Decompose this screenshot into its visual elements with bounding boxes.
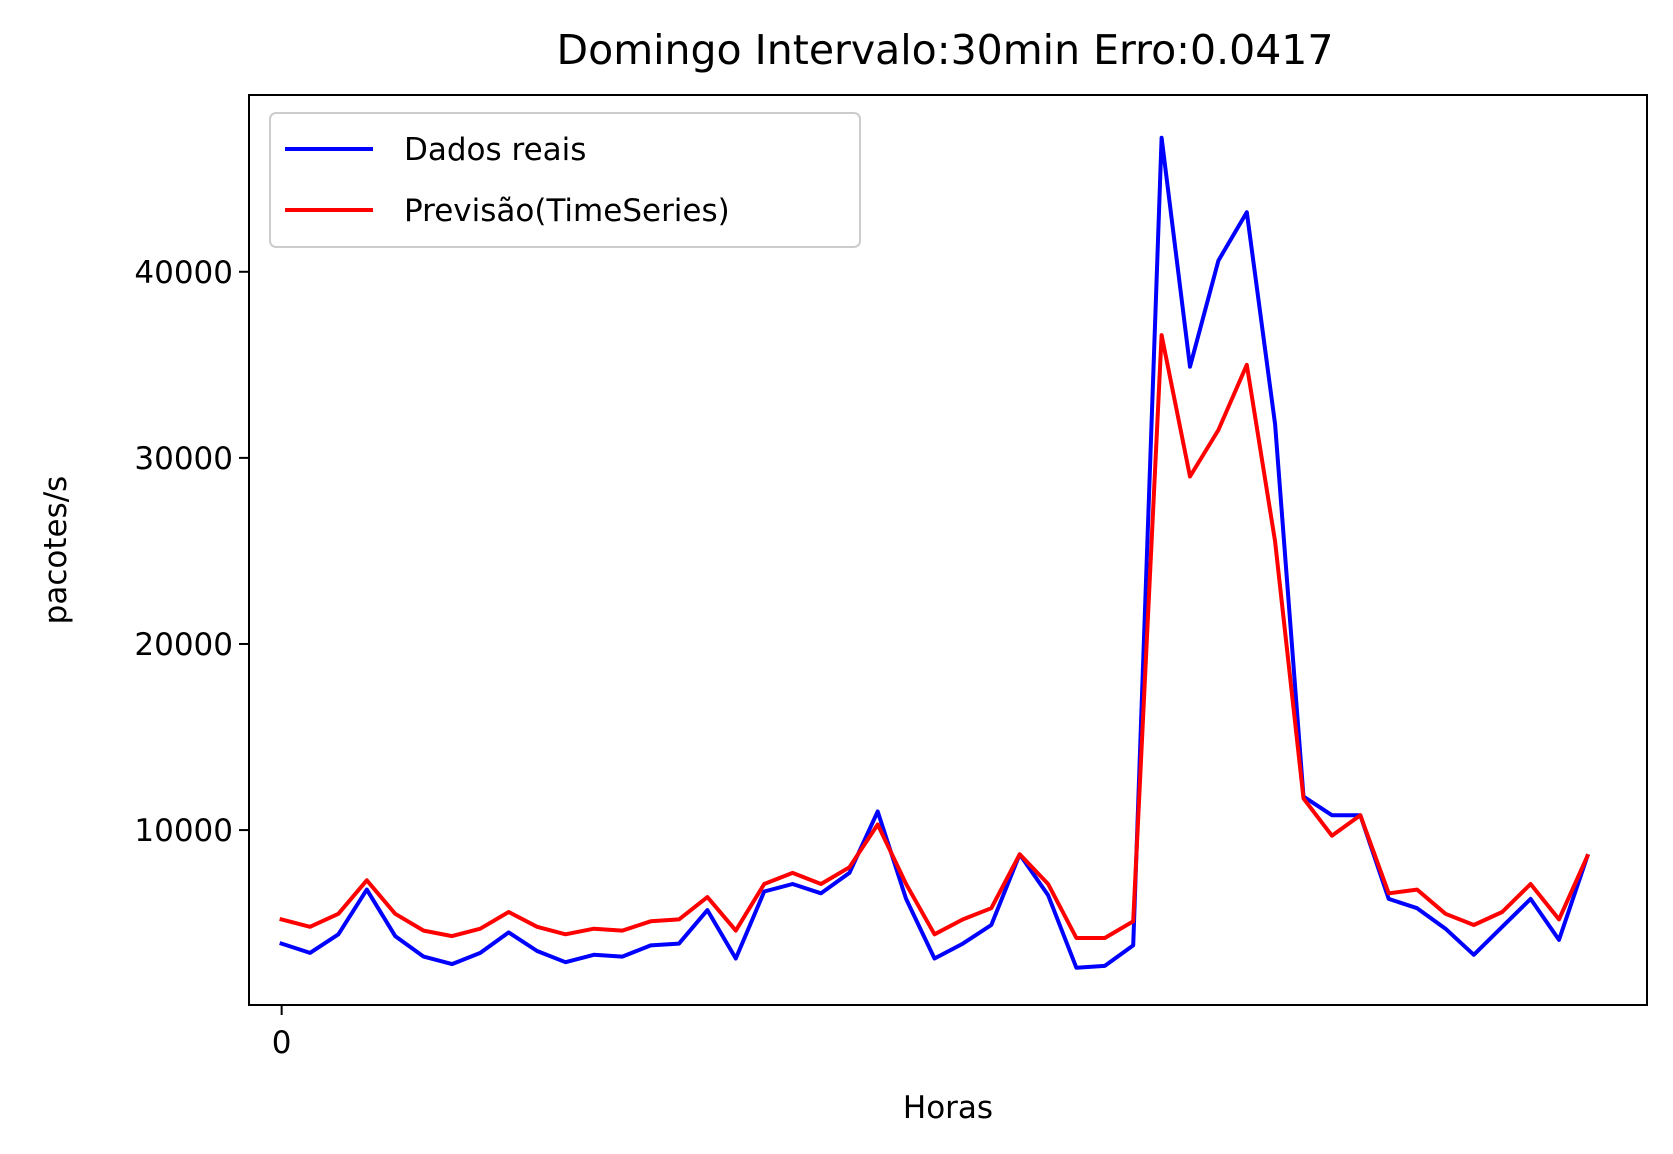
- x-axis-label: Horas: [903, 1090, 993, 1126]
- y-tick-label: 20000: [134, 627, 233, 663]
- y-tick-label: 10000: [134, 813, 233, 849]
- legend: Dados reais Previsão(TimeSeries): [269, 112, 861, 248]
- y-axis: 10000 20000 30000 40000: [134, 255, 249, 849]
- chart-title: Domingo Intervalo:30min Erro:0.0417: [557, 26, 1334, 74]
- series-line-1: [279, 333, 1591, 940]
- y-axis-label: pacotes/s: [38, 476, 74, 625]
- plot-lines: [279, 135, 1591, 970]
- legend-label-dados-reais: Dados reais: [404, 132, 586, 168]
- legend-box: [269, 112, 861, 248]
- y-tick-label: 30000: [134, 441, 233, 477]
- y-tick-label: 40000: [134, 255, 233, 291]
- x-axis: 0: [272, 1005, 292, 1061]
- legend-label-previsao: Previsão(TimeSeries): [404, 193, 730, 229]
- plot-frame: [248, 94, 1648, 1006]
- x-tick-label: 0: [272, 1025, 292, 1061]
